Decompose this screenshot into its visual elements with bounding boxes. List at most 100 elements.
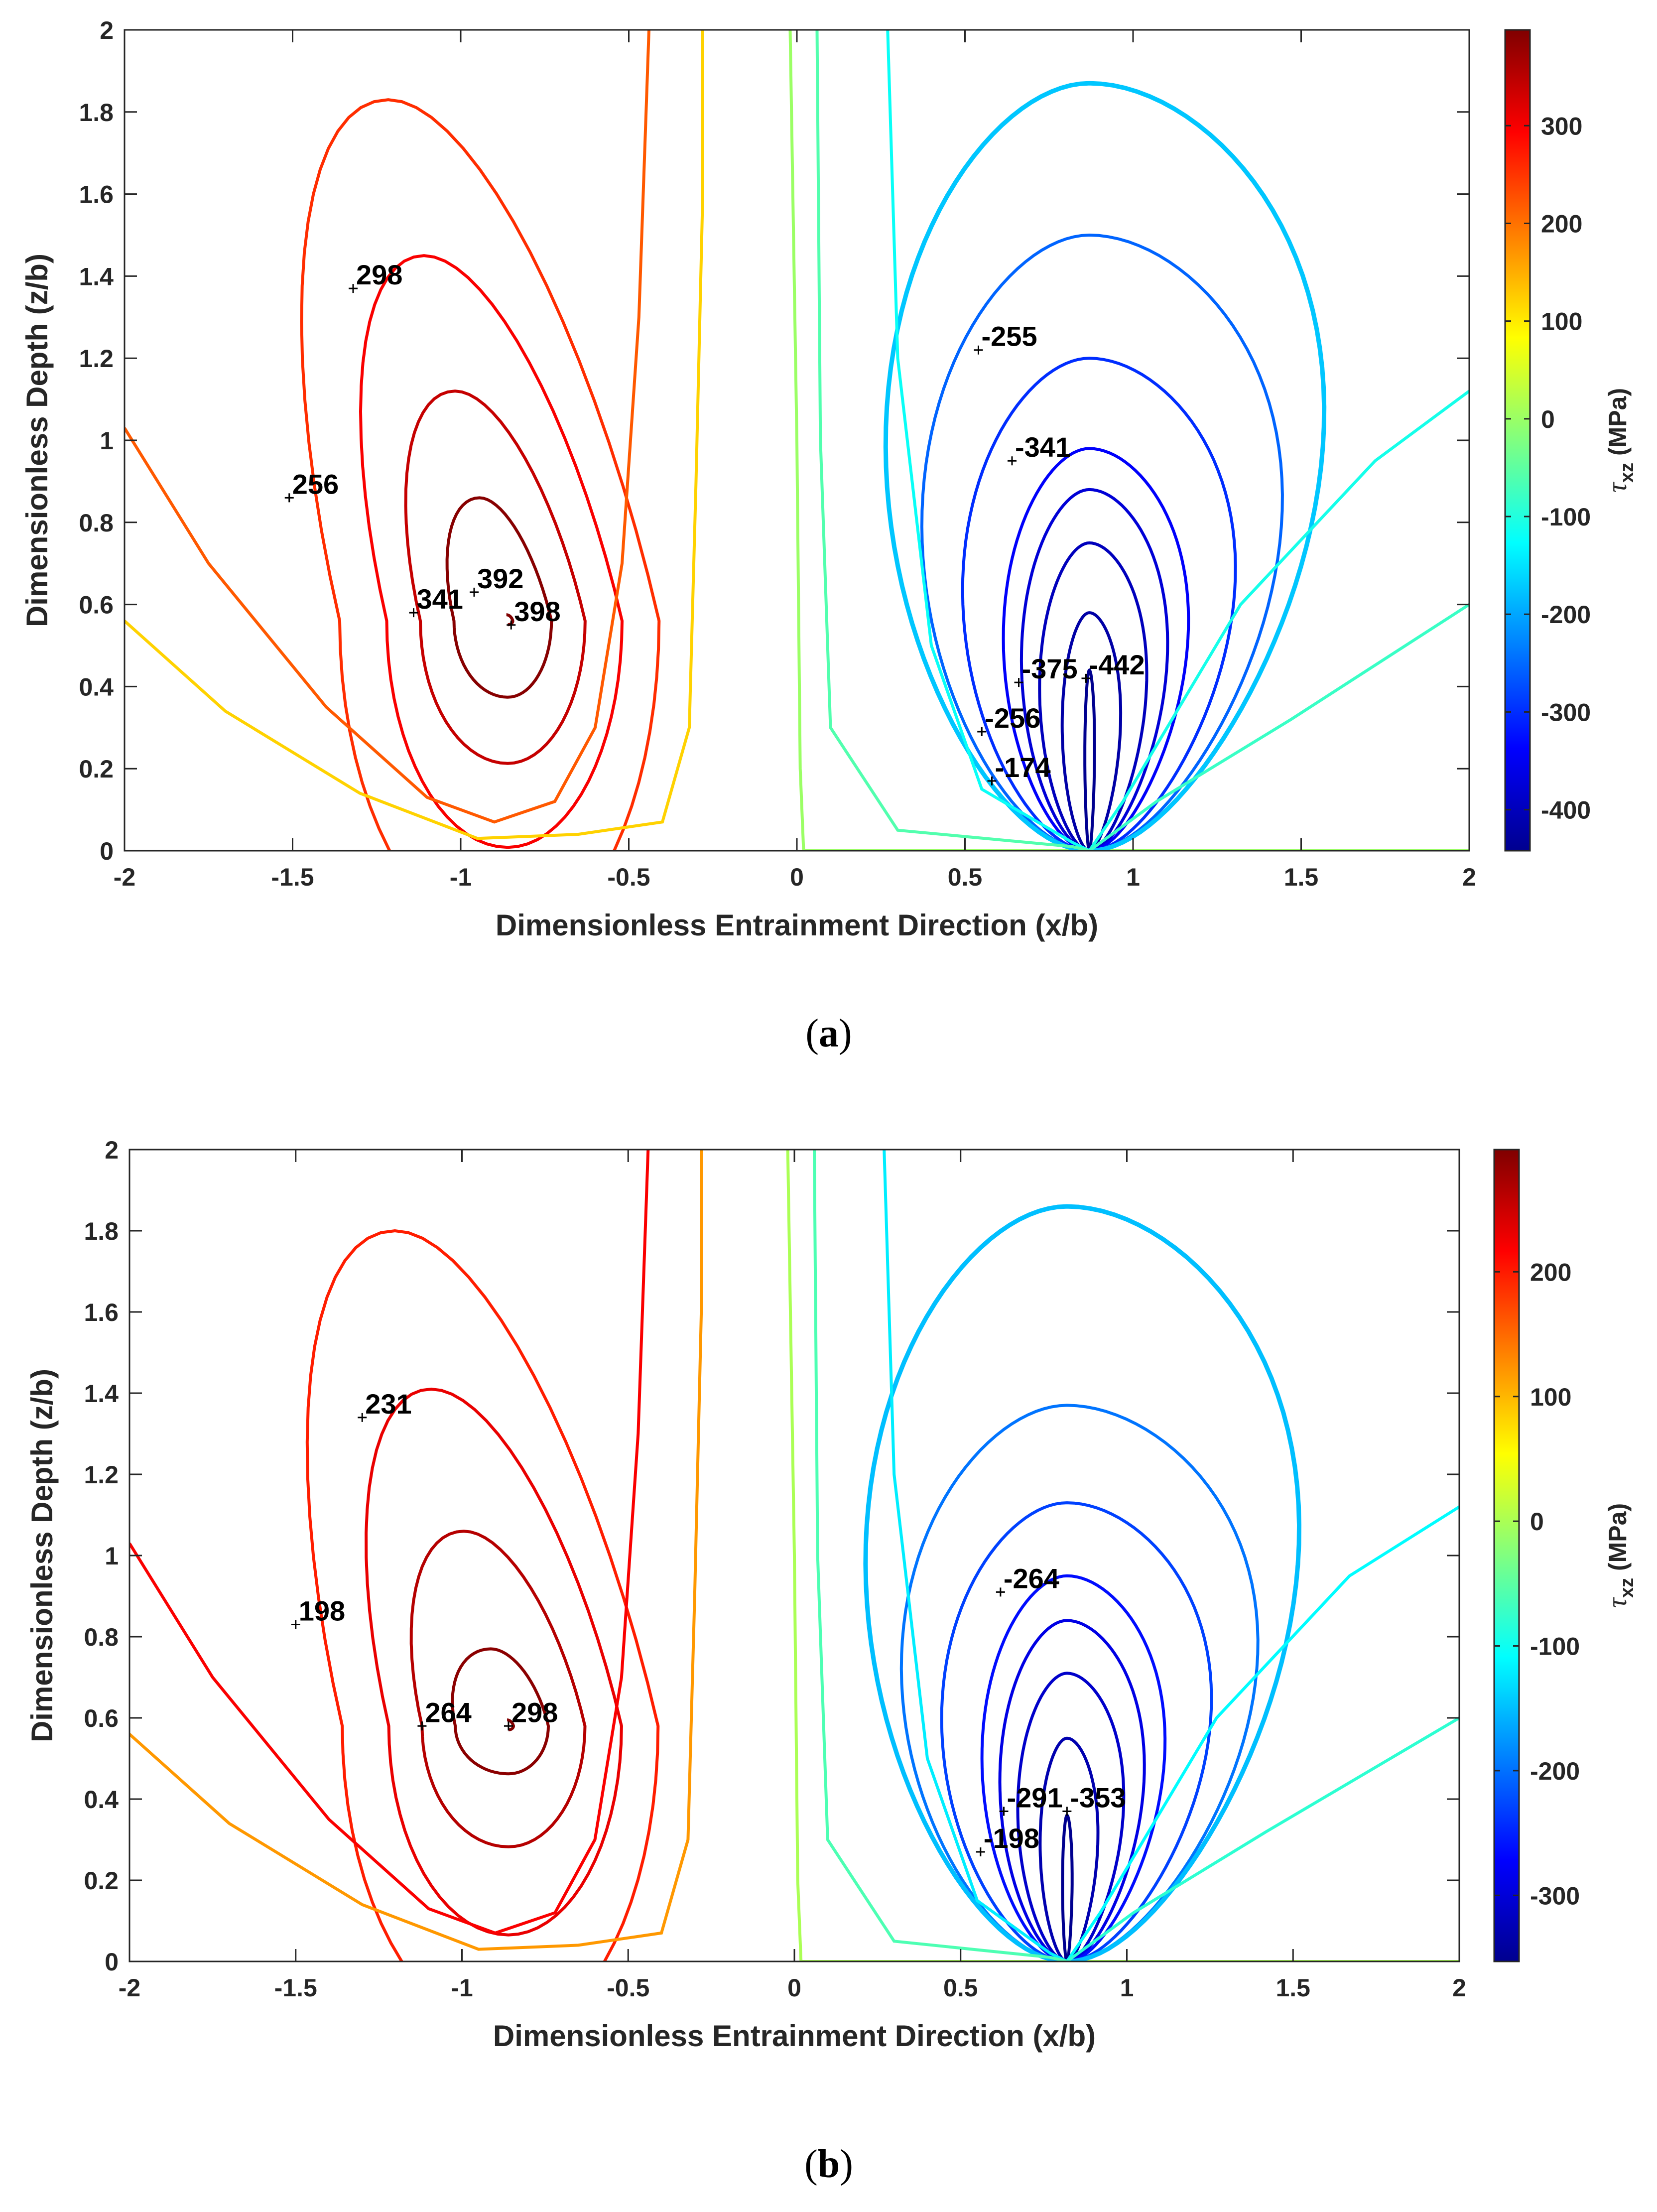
contour-label: -353 <box>1070 1782 1126 1813</box>
x-tick-label-b: -2 <box>119 1974 140 2002</box>
y-tick-label-a: 2 <box>100 16 114 44</box>
colorbar-tick-label: 100 <box>1530 1383 1571 1411</box>
contour-label-marker <box>1008 456 1017 466</box>
positive-open-contour-a-1 <box>125 30 704 840</box>
y-ticks-a: 0 0.2 0.4 0.6 0.8 1 1.2 1.4 1.6 1.8 2 <box>79 16 1469 865</box>
contour-label-marker <box>999 1807 1009 1816</box>
x-tick-label-a: 1.5 <box>1284 863 1319 891</box>
colorbar-a <box>1504 29 1531 852</box>
contour-label-marker <box>974 345 983 355</box>
contour-label: -341 <box>1015 431 1071 463</box>
zero-contour-b <box>786 1150 1459 1961</box>
contour-label: 341 <box>417 583 463 615</box>
colorbar-symbol-b: τ <box>1602 1597 1633 1608</box>
negative-open-contour-b-1 <box>1065 1505 1459 1961</box>
positive-open-contour-a-0 <box>125 30 650 824</box>
positive-contour-a-4 <box>300 98 661 851</box>
y-tick-label-b: 1.2 <box>84 1461 119 1489</box>
contour-label: 264 <box>425 1696 471 1728</box>
y-tick-label-b: 0.2 <box>84 1867 119 1895</box>
x-ticks-b: -2 -1.5 -1 -0.5 0 0.5 1 1.5 2 <box>119 1150 1466 2002</box>
x-tick-label-a: -0.5 <box>607 863 650 891</box>
contour-label-marker <box>291 1620 300 1629</box>
y-tick-label-a: 0 <box>100 837 114 865</box>
positive-contour-b-1 <box>451 1647 550 1776</box>
contour-label: -264 <box>1004 1562 1059 1594</box>
contour-label: 231 <box>365 1388 411 1420</box>
contour-label: -291 <box>1007 1782 1063 1813</box>
y-tick-label-a: 0.6 <box>79 591 114 619</box>
colorbar-title-b: τxz (MPa) <box>1602 1503 1638 1608</box>
x-axis-label-a: Dimensionless Entrainment Direction (x/b… <box>496 909 1098 942</box>
negative-contour-a-2 <box>1038 541 1148 851</box>
contour-label-marker <box>417 1721 427 1731</box>
positive-contour-b-0 <box>507 1718 515 1731</box>
contour-label-marker <box>358 1413 367 1422</box>
negative-contour-a-5 <box>961 357 1237 851</box>
negative-open-contour-b-0 <box>883 1150 1068 1961</box>
x-tick-label-a: 1 <box>1126 863 1140 891</box>
contour-label: 256 <box>292 468 339 500</box>
x-tick-label-a: 0 <box>790 863 804 891</box>
positive-contour-a-0 <box>506 613 514 627</box>
contour-label-marker <box>507 620 516 630</box>
colorbar-unit-a: (MPa) <box>1604 388 1632 456</box>
x-ticks-a: -2 -1.5 -1 -0.5 0 0.5 1 1.5 2 <box>114 30 1476 891</box>
colorbar-tick-label: 200 <box>1530 1258 1571 1286</box>
contour-label: -375 <box>1022 653 1078 684</box>
x-tick-label-b: 1 <box>1120 1974 1134 2002</box>
contour-label-marker <box>977 727 987 737</box>
y-axis-label-a: Dimensionless Depth (z/b) <box>20 254 54 627</box>
y-tick-label-b: 1.4 <box>84 1380 119 1408</box>
x-tick-label-a: -1 <box>450 863 472 891</box>
caption-a-letter: a <box>819 1012 839 1055</box>
positive-contour-a-3 <box>359 254 624 849</box>
y-tick-label-b: 0.8 <box>84 1623 119 1651</box>
x-tick-label-a: 0.5 <box>948 863 983 891</box>
positive-open-contour-b-0 <box>129 1150 650 1935</box>
negative-open-contour-a-0 <box>886 30 1090 851</box>
negative-open-contour-b-2 <box>813 1150 1068 1961</box>
negative-contour-b-5 <box>940 1501 1213 1961</box>
y-tick-label-b: 1 <box>105 1542 119 1570</box>
y-tick-label-b: 2 <box>105 1136 119 1164</box>
y-axis-label-b: Dimensionless Depth (z/b) <box>25 1369 59 1742</box>
negative-contour-b-7 <box>863 1204 1302 1961</box>
y-tick-label-b: 1.8 <box>84 1217 119 1245</box>
positive-contour-a-1 <box>445 496 553 699</box>
contour-lines-a <box>125 30 1469 851</box>
contour-label-marker <box>470 587 479 597</box>
colorbar-subscript-b: xz <box>1617 1578 1638 1598</box>
contour-label: -198 <box>984 1822 1039 1854</box>
contour-lines-b <box>129 1150 1459 1961</box>
y-tick-label-a: 1.6 <box>79 181 114 209</box>
contour-label: -442 <box>1089 649 1145 680</box>
contour-label: 298 <box>511 1696 558 1728</box>
zero-contour-a <box>788 30 1469 851</box>
contour-label: -255 <box>982 321 1037 352</box>
negative-contour-a-1 <box>1060 611 1123 851</box>
x-tick-label-b: -1 <box>451 1974 473 2002</box>
contour-label-marker <box>996 1587 1005 1597</box>
negative-open-contour-a-2 <box>815 30 1090 851</box>
x-tick-label-a: -1.5 <box>271 863 314 891</box>
colorbar-tick-label: -400 <box>1541 796 1591 824</box>
positive-contour-b-4 <box>305 1229 660 1961</box>
contour-label-marker <box>504 1721 513 1731</box>
contour-label-marker <box>987 776 997 785</box>
x-tick-label-a: -2 <box>114 863 135 891</box>
contour-panel-b: -2 -1.5 -1 -0.5 0 0.5 1 1.5 2 0 0.2 0.4 0.6 0.8 1 1.2 1… <box>25 1136 1638 2053</box>
negative-contour-a-7 <box>883 81 1327 851</box>
positive-open-contour-b-1 <box>129 1150 703 1951</box>
y-tick-label-a: 0.2 <box>79 755 114 783</box>
contour-label-marker <box>284 493 294 503</box>
contour-label-marker <box>1081 673 1091 683</box>
y-tick-label-b: 1.6 <box>84 1299 119 1326</box>
contour-label-marker <box>976 1847 985 1856</box>
caption-b: (b) <box>804 2142 853 2186</box>
colorbar-subscript-a: xz <box>1617 463 1638 483</box>
colorbar-tick-label: 0 <box>1541 405 1555 433</box>
colorbar-b <box>1493 1149 1520 1962</box>
